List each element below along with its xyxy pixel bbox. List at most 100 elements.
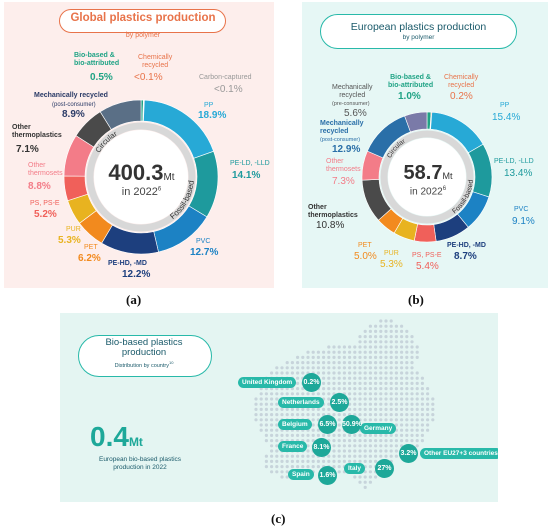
label-pur: PUR bbox=[66, 226, 81, 233]
value-pet: 5.0% bbox=[354, 251, 377, 262]
map-dot bbox=[327, 433, 331, 437]
map-dot bbox=[426, 413, 430, 417]
map-dot bbox=[389, 407, 393, 411]
map-dot bbox=[270, 465, 274, 469]
map-dot bbox=[410, 376, 414, 380]
map-dot bbox=[415, 345, 419, 349]
value-pvc: 12.7% bbox=[190, 247, 219, 258]
map-dot bbox=[358, 371, 362, 375]
map-dot bbox=[337, 387, 341, 391]
map-dot bbox=[316, 361, 320, 365]
map-dot bbox=[296, 376, 300, 380]
map-dot bbox=[368, 454, 372, 458]
panel-biobased-distribution: Bio-based plastics production Distributi… bbox=[60, 313, 498, 502]
map-dot bbox=[290, 454, 294, 458]
map-dot bbox=[363, 402, 367, 406]
map-dot bbox=[368, 376, 372, 380]
map-dot bbox=[389, 387, 393, 391]
value-pur: 5.3% bbox=[380, 259, 403, 270]
map-dot bbox=[337, 361, 341, 365]
map-dot bbox=[264, 407, 268, 411]
map-dot bbox=[384, 407, 388, 411]
map-dot bbox=[342, 371, 346, 375]
map-dot bbox=[322, 407, 326, 411]
map-dot bbox=[270, 459, 274, 463]
map-dot bbox=[342, 376, 346, 380]
map-dot bbox=[337, 439, 341, 443]
map-dot bbox=[342, 449, 346, 453]
map-dot bbox=[259, 418, 263, 422]
map-dot bbox=[400, 418, 404, 422]
map-dot bbox=[363, 355, 367, 359]
map-dot bbox=[358, 397, 362, 401]
map-dot bbox=[384, 402, 388, 406]
map-dot bbox=[259, 413, 263, 417]
map-dot bbox=[379, 402, 383, 406]
map-dot bbox=[337, 366, 341, 370]
map-dot bbox=[296, 355, 300, 359]
map-dot bbox=[379, 454, 383, 458]
map-dot bbox=[415, 423, 419, 427]
country-label-netherlands: Netherlands bbox=[278, 397, 324, 408]
map-dot bbox=[327, 397, 331, 401]
map-dot bbox=[332, 361, 336, 365]
map-dot bbox=[280, 454, 284, 458]
map-dot bbox=[270, 439, 274, 443]
map-dot bbox=[379, 387, 383, 391]
map-dot bbox=[332, 366, 336, 370]
map-dot bbox=[316, 433, 320, 437]
value-mech-post: 12.9% bbox=[332, 144, 361, 155]
map-dot bbox=[348, 350, 352, 354]
map-dot bbox=[374, 350, 378, 354]
map-dot bbox=[270, 433, 274, 437]
map-dot bbox=[394, 361, 398, 365]
map-dot bbox=[353, 402, 357, 406]
label-chem-recycled: Chemically recycled bbox=[138, 54, 173, 69]
map-dot bbox=[285, 392, 289, 396]
map-dot bbox=[290, 413, 294, 417]
map-dot bbox=[384, 355, 388, 359]
map-dot bbox=[374, 418, 378, 422]
map-dot bbox=[275, 418, 279, 422]
map-dot bbox=[358, 402, 362, 406]
map-dot bbox=[353, 433, 357, 437]
chart-subtitle: Distribution by country10 bbox=[114, 360, 174, 369]
map-dot bbox=[415, 433, 419, 437]
map-dot bbox=[301, 407, 305, 411]
map-dot bbox=[400, 428, 404, 432]
map-dot bbox=[348, 376, 352, 380]
map-dot bbox=[348, 366, 352, 370]
value-pe-hd: 12.2% bbox=[122, 269, 151, 280]
map-dot bbox=[311, 423, 315, 427]
map-dot bbox=[426, 407, 430, 411]
map-dot bbox=[420, 439, 424, 443]
map-dot bbox=[348, 407, 352, 411]
label-mech-pre: Mechanically recycled bbox=[332, 84, 373, 99]
map-dot bbox=[327, 371, 331, 375]
value-biobased: 1.0% bbox=[398, 91, 421, 102]
map-dot bbox=[400, 397, 404, 401]
label-pet: PET bbox=[84, 244, 98, 251]
map-dot bbox=[270, 392, 274, 396]
map-dot bbox=[358, 381, 362, 385]
center-sub: in 20226 bbox=[121, 186, 162, 198]
map-dot bbox=[327, 366, 331, 370]
map-dot bbox=[368, 449, 372, 453]
value-pe-ld: 14.1% bbox=[232, 170, 261, 181]
map-dot bbox=[342, 355, 346, 359]
map-dot bbox=[400, 423, 404, 427]
map-dot bbox=[374, 329, 378, 333]
map-dot bbox=[384, 418, 388, 422]
map-dot bbox=[368, 397, 372, 401]
map-dot bbox=[374, 361, 378, 365]
map-dot bbox=[311, 355, 315, 359]
label-pvc: PVC bbox=[514, 206, 529, 213]
pie-slice-mechanically-recycled-post-consumer- bbox=[99, 99, 142, 130]
value-other-thermoplastics: 10.8% bbox=[316, 220, 345, 231]
map-dot bbox=[327, 361, 331, 365]
panel-european-production: Circular Fossil-based European plastics p… bbox=[302, 2, 548, 288]
map-dot bbox=[296, 381, 300, 385]
big-total: 0.4Mt bbox=[90, 421, 143, 452]
map-dot bbox=[337, 449, 341, 453]
